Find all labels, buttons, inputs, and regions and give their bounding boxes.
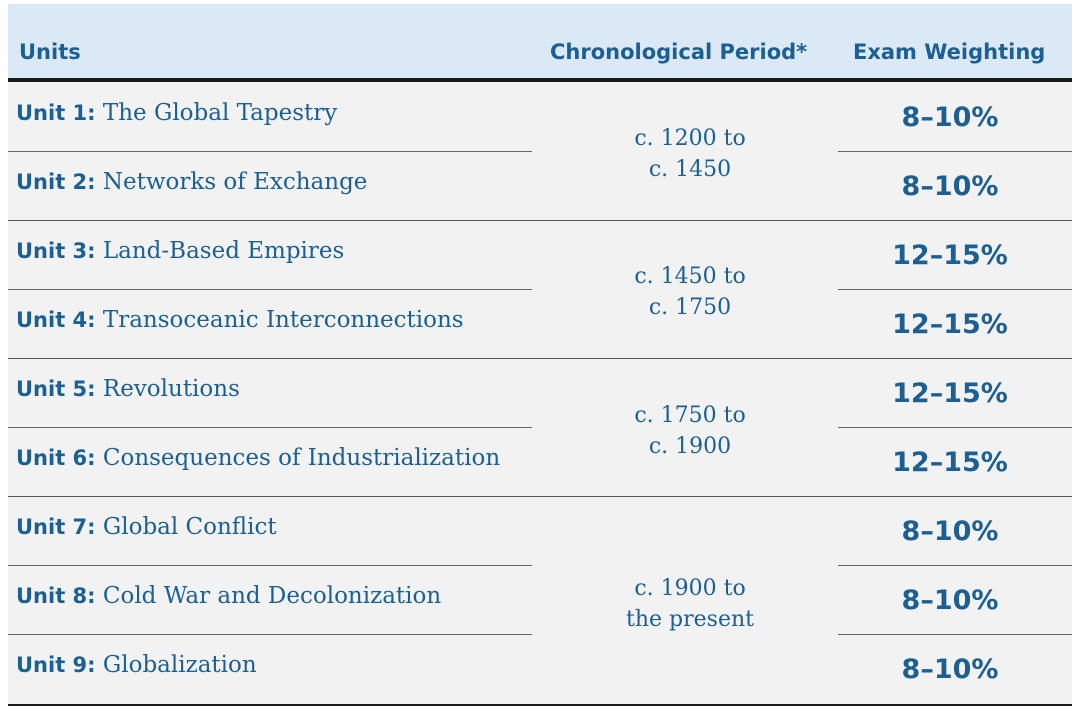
row-divider xyxy=(8,565,532,566)
unit-number: Unit 7: xyxy=(16,515,96,539)
period-line: c. 1750 to xyxy=(634,403,746,428)
row-divider xyxy=(838,289,1072,290)
exam-weight: 8–10% xyxy=(901,654,999,685)
period-line: c. 1200 to xyxy=(634,126,746,151)
exam-weight: 12–15% xyxy=(892,240,1008,271)
header-exam-weighting: Exam Weighting xyxy=(853,40,1046,64)
row-divider xyxy=(838,427,1072,428)
group-divider xyxy=(8,220,1072,221)
period-line: c. 1900 to xyxy=(634,576,746,601)
unit-label: Unit 3: Land-Based Empires xyxy=(16,238,344,264)
exam-weight: 8–10% xyxy=(901,102,999,133)
unit-label: Unit 8: Cold War and Decolonization xyxy=(16,583,441,609)
table-row: Unit 6: Consequences of Industrializatio… xyxy=(8,427,1072,496)
header-chronological-period: Chronological Period* xyxy=(550,40,808,64)
unit-label: Unit 7: Global Conflict xyxy=(16,514,277,540)
unit-label: Unit 5: Revolutions xyxy=(16,376,240,402)
header-divider xyxy=(8,78,1072,82)
unit-title: The Global Tapestry xyxy=(102,100,338,126)
exam-weight: 8–10% xyxy=(901,585,999,616)
unit-number: Unit 1: xyxy=(16,101,96,125)
table-row: Unit 3: Land-Based Empires 12–15% xyxy=(8,220,1072,289)
unit-title: Transoceanic Interconnections xyxy=(102,307,464,333)
unit-title: Networks of Exchange xyxy=(102,169,368,195)
unit-number: Unit 6: xyxy=(16,446,96,470)
table-row: Unit 4: Transoceanic Interconnections 12… xyxy=(8,289,1072,358)
table-row: Unit 9: Globalization 8–10% xyxy=(8,634,1072,703)
group-divider xyxy=(8,496,1072,497)
unit-title: Cold War and Decolonization xyxy=(102,583,442,609)
period-cell: c. 1900 to the present xyxy=(540,573,840,635)
unit-number: Unit 5: xyxy=(16,377,96,401)
unit-number: Unit 3: xyxy=(16,239,96,263)
unit-label: Unit 6: Consequences of Industrializatio… xyxy=(16,445,500,471)
unit-label: Unit 1: The Global Tapestry xyxy=(16,100,337,126)
unit-label: Unit 2: Networks of Exchange xyxy=(16,169,367,195)
period-line: c. 1900 xyxy=(648,434,732,459)
table-row: Unit 2: Networks of Exchange 8–10% xyxy=(8,151,1072,220)
unit-label: Unit 9: Globalization xyxy=(16,652,257,678)
period-line: c. 1750 xyxy=(648,295,732,320)
period-cell: c. 1450 to c. 1750 xyxy=(540,261,840,323)
row-divider xyxy=(838,634,1072,635)
period-line: c. 1450 to xyxy=(634,264,746,289)
unit-number: Unit 2: xyxy=(16,170,96,194)
table-header: Units Chronological Period* Exam Weighti… xyxy=(8,4,1072,78)
table-row: Unit 5: Revolutions 12–15% xyxy=(8,358,1072,427)
header-units: Units xyxy=(19,40,81,64)
exam-weight: 12–15% xyxy=(892,309,1008,340)
table-body: Unit 1: The Global Tapestry 8–10% Unit 2… xyxy=(8,82,1072,704)
exam-weight: 12–15% xyxy=(892,447,1008,478)
unit-title: Globalization xyxy=(102,652,257,678)
unit-title: Consequences of Industrialization xyxy=(102,445,501,471)
period-cell: c. 1750 to c. 1900 xyxy=(540,400,840,462)
period-cell: c. 1200 to c. 1450 xyxy=(540,123,840,185)
unit-number: Unit 9: xyxy=(16,653,96,677)
group-divider xyxy=(8,358,1072,359)
table-row: Unit 1: The Global Tapestry 8–10% xyxy=(8,82,1072,151)
row-divider xyxy=(838,151,1072,152)
unit-title: Land-Based Empires xyxy=(102,238,345,264)
exam-weight: 8–10% xyxy=(901,516,999,547)
unit-title: Revolutions xyxy=(102,376,240,402)
period-line: c. 1450 xyxy=(648,157,732,182)
table-row: Unit 7: Global Conflict 8–10% xyxy=(8,496,1072,565)
row-divider xyxy=(8,427,532,428)
row-divider xyxy=(8,634,532,635)
table-row: Unit 8: Cold War and Decolonization 8–10… xyxy=(8,565,1072,634)
table-bottom-rule xyxy=(8,704,1072,706)
unit-title: Global Conflict xyxy=(102,514,277,540)
exam-weight: 8–10% xyxy=(901,171,999,202)
unit-label: Unit 4: Transoceanic Interconnections xyxy=(16,307,464,333)
exam-weight: 12–15% xyxy=(892,378,1008,409)
row-divider xyxy=(8,289,532,290)
unit-weighting-table: Units Chronological Period* Exam Weighti… xyxy=(8,4,1072,706)
row-divider xyxy=(838,565,1072,566)
row-divider xyxy=(8,151,532,152)
unit-number: Unit 8: xyxy=(16,584,96,608)
unit-number: Unit 4: xyxy=(16,308,96,332)
period-line: the present xyxy=(626,607,754,632)
